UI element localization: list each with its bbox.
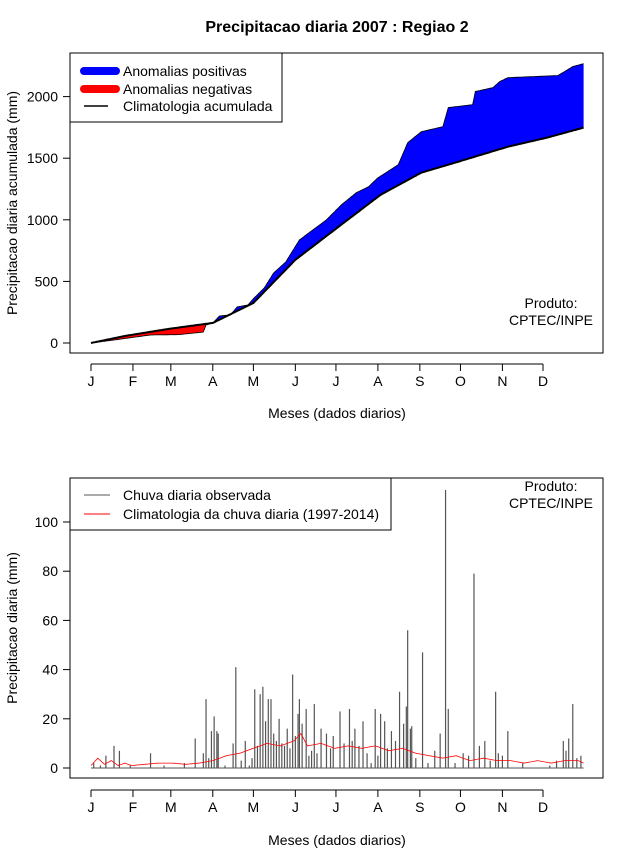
y-tick-label: 100: [35, 514, 59, 530]
plot-frame: [69, 52, 604, 354]
y-axis-label: Precipitacao diaria acumulada (mm): [4, 91, 20, 315]
x-axis-label: Meses (dados diarios): [268, 832, 406, 848]
legend: Anomalias positivas Anomalias negativas …: [69, 52, 283, 123]
y-tick-label: 500: [35, 273, 59, 289]
x-tick-label: M: [165, 799, 177, 815]
climatology-cumulative-line: [90, 126, 584, 344]
legend-label: Anomalias negativas: [123, 81, 252, 97]
y-tick-label: 0: [50, 335, 58, 351]
y-tick-label: 40: [42, 662, 58, 678]
x-tick-label: D: [538, 373, 548, 389]
climatology-daily-line: [90, 732, 584, 766]
x-axis-label: Meses (dados diarios): [268, 405, 406, 421]
x-tick-label: S: [415, 799, 424, 815]
x-tick-label: F: [129, 799, 138, 815]
x-tick-label: M: [248, 799, 260, 815]
observed-bars: [90, 490, 584, 769]
cumulative-chart: 0 500 1000 1500 2000 J F M A M J J A S O N D Meses (dad…: [4, 52, 604, 421]
annotation: Produto:: [525, 478, 578, 494]
x-tick-label: D: [538, 799, 548, 815]
x-tick-label: A: [208, 799, 218, 815]
x-tick-label: A: [373, 373, 383, 389]
x-tick-label: S: [415, 373, 424, 389]
x-tick-label: J: [292, 799, 299, 815]
x-tick-label: O: [455, 799, 466, 815]
y-tick-label: 60: [42, 612, 58, 628]
x-tick-label: M: [248, 373, 260, 389]
anomaly-areas: [90, 63, 584, 344]
y-tick-label: 80: [42, 563, 58, 579]
y-tick-label: 1000: [27, 212, 58, 228]
y-tick-label: 1500: [27, 150, 58, 166]
x-tick-label: F: [129, 373, 138, 389]
x-tick-label: N: [497, 373, 507, 389]
x-tick-label: J: [88, 373, 95, 389]
annotation: Produto:: [525, 295, 578, 311]
y-tick-label: 2000: [27, 89, 58, 105]
y-tick-label: 20: [42, 711, 58, 727]
x-tick-label: J: [292, 373, 299, 389]
y-axis: 0 20 40 60 80 100: [35, 514, 70, 776]
legend-label: Anomalias positivas: [123, 63, 247, 79]
legend: Chuva diaria observada Climatologia da c…: [69, 477, 392, 531]
chart-title: Precipitacao diaria 2007 : Regiao 2: [205, 19, 468, 36]
annotation: CPTEC/INPE: [509, 495, 593, 511]
negative-anomaly-area: [91, 127, 584, 343]
x-tick-label: A: [373, 799, 383, 815]
daily-chart: 0 20 40 60 80 100 J F M A M J J A S O N D Meses (dados d…: [4, 477, 604, 848]
legend-label: Climatologia acumulada: [123, 98, 273, 114]
x-tick-label: N: [497, 799, 507, 815]
x-tick-label: A: [208, 373, 218, 389]
x-tick-label: J: [88, 799, 95, 815]
y-axis: 0 500 1000 1500 2000: [27, 89, 70, 351]
observed-cumulative-line: [90, 63, 584, 344]
x-tick-label: O: [455, 373, 466, 389]
annotation: CPTEC/INPE: [509, 312, 593, 328]
y-axis-label: Precipitacao diaria (mm): [4, 552, 20, 704]
x-tick-label: J: [332, 373, 339, 389]
positive-anomaly-area: [91, 63, 584, 343]
legend-label: Climatologia da chuva diaria (1997-2014): [123, 506, 379, 522]
x-tick-label: M: [165, 373, 177, 389]
y-tick-label: 0: [50, 760, 58, 776]
legend-label: Chuva diaria observada: [123, 487, 271, 503]
x-tick-label: J: [332, 799, 339, 815]
